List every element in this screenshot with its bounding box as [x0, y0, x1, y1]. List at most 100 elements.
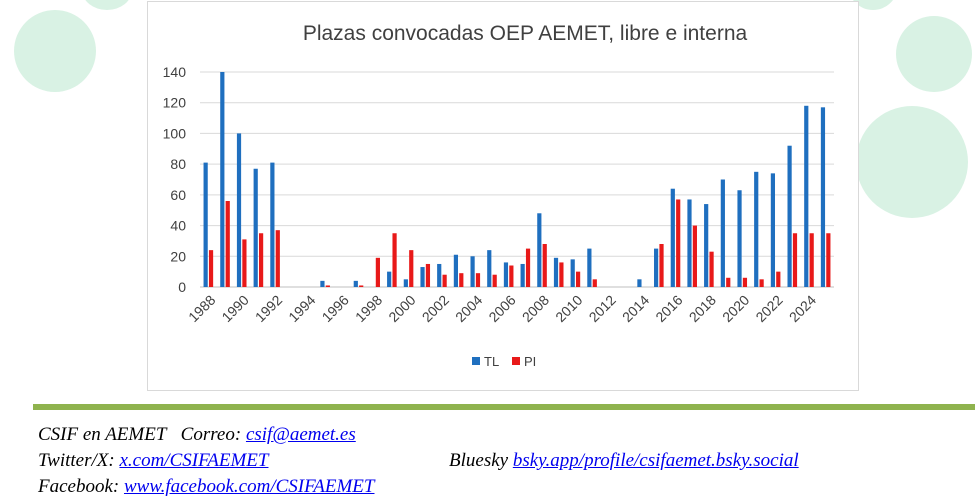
bar-tl-2020 — [737, 190, 742, 287]
x-tick-label: 2014 — [619, 292, 652, 325]
footer-divider — [33, 404, 975, 410]
x-tick-label: 1992 — [252, 292, 285, 325]
twitter-label: Twitter/X: — [38, 450, 115, 471]
bar-tl-1991 — [253, 168, 258, 287]
bar-pi-2006 — [509, 265, 514, 287]
bar-pi-2019 — [726, 277, 731, 287]
x-tick-label: 1994 — [285, 292, 318, 325]
facebook-label: Facebook: — [38, 476, 120, 497]
bar-pi-2001 — [425, 263, 431, 287]
y-tick-label: 60 — [170, 187, 186, 203]
footer-line-bluesky: Bluesky bsky.app/profile/csifaemet.bsky.… — [449, 450, 799, 472]
decorative-circle — [14, 10, 96, 92]
x-tick-label: 2018 — [686, 292, 719, 325]
bar-tl-2004 — [470, 256, 475, 287]
bar-pi-2016 — [676, 199, 681, 287]
bar-tl-1997 — [353, 280, 358, 287]
bar-tl-2011 — [587, 248, 592, 287]
bar-pi-2010 — [575, 271, 581, 287]
x-tick-label: 2024 — [786, 292, 819, 325]
decorative-circle — [896, 16, 972, 92]
x-tick-label: 2008 — [519, 292, 552, 325]
bar-pi-2000 — [409, 250, 414, 287]
y-tick-label: 120 — [163, 95, 187, 111]
bar-pi-2020 — [742, 277, 748, 287]
bar-tl-1999 — [387, 271, 392, 287]
bar-pi-2017 — [692, 225, 697, 287]
x-tick-label: 2020 — [719, 292, 752, 325]
email-label: Correo: — [180, 424, 242, 445]
footer-line-facebook: Facebook: www.facebook.com/CSIFAEMET — [38, 476, 374, 498]
x-tick-label: 1996 — [319, 292, 352, 325]
twitter-link[interactable]: x.com/CSIFAEMET — [119, 450, 269, 471]
decorative-circle — [82, 0, 132, 10]
bar-tl-2008 — [537, 213, 542, 287]
bar-tl-2024 — [804, 105, 809, 288]
bluesky-label: Bluesky — [449, 450, 509, 471]
x-tick-label: 2002 — [419, 292, 452, 325]
bar-tl-2006 — [503, 262, 509, 287]
bar-tl-2021 — [754, 171, 759, 287]
bar-tl-1988 — [203, 162, 208, 287]
bar-tl-2000 — [403, 279, 408, 287]
x-tick-label: 1988 — [185, 292, 218, 325]
bar-pi-2018 — [709, 251, 714, 287]
bar-pi-2022 — [776, 271, 781, 287]
bar-pi-2023 — [792, 233, 798, 287]
bar-pi-1992 — [275, 230, 280, 287]
legend-swatch-tl — [472, 357, 480, 365]
x-tick-label: 2012 — [586, 292, 619, 325]
x-tick-label: 1998 — [352, 292, 385, 325]
x-tick-label: 2004 — [452, 292, 485, 325]
bar-pi-2015 — [659, 244, 664, 287]
bar-pi-2011 — [592, 279, 597, 287]
bar-pi-2007 — [525, 248, 531, 287]
bar-pi-1988 — [208, 250, 214, 287]
bar-tl-2018 — [704, 204, 709, 287]
bar-tl-2009 — [553, 257, 559, 287]
bar-tl-1995 — [320, 280, 325, 287]
bar-tl-2005 — [487, 250, 492, 287]
email-link[interactable]: csif@aemet.es — [245, 424, 356, 445]
bar-tl-1992 — [270, 162, 275, 287]
bar-tl-1990 — [236, 133, 242, 287]
bar-pi-1995 — [325, 285, 330, 287]
bar-tl-2001 — [420, 267, 425, 287]
bar-pi-2003 — [459, 273, 464, 287]
x-tick-label: 2000 — [385, 292, 418, 325]
bar-pi-1998 — [375, 257, 380, 287]
y-tick-label: 100 — [163, 125, 187, 141]
chart-title: Plazas convocadas OEP AEMET, libre e int… — [303, 22, 748, 45]
facebook-link[interactable]: www.facebook.com/CSIFAEMET — [123, 476, 375, 497]
y-tick-label: 80 — [170, 156, 186, 172]
footer-line-twitter: Twitter/X: x.com/CSIFAEMET — [38, 450, 268, 472]
y-tick-label: 40 — [170, 218, 186, 234]
bar-pi-2009 — [559, 262, 564, 287]
bar-pi-1991 — [258, 233, 264, 287]
bar-tl-2015 — [654, 248, 659, 287]
bar-pi-1999 — [392, 233, 397, 287]
bar-pi-2008 — [542, 244, 547, 287]
x-tick-label: 2010 — [552, 292, 585, 325]
bar-pi-2021 — [759, 279, 764, 287]
x-tick-label: 1990 — [218, 292, 251, 325]
bluesky-link[interactable]: bsky.app/profile/csifaemet.bsky.social — [512, 450, 799, 471]
bar-tl-2016 — [670, 188, 675, 287]
x-tick-label: 2022 — [752, 292, 785, 325]
org-name: CSIF en AEMET — [38, 424, 167, 445]
bar-pi-2004 — [475, 273, 481, 287]
y-tick-label: 140 — [163, 64, 187, 80]
bar-tl-2019 — [720, 179, 725, 287]
bar-chart: Plazas convocadas OEP AEMET, libre e int… — [163, 22, 834, 369]
bar-tl-2014 — [637, 279, 642, 287]
legend-swatch-pi — [512, 357, 520, 365]
y-tick-label: 0 — [178, 279, 186, 295]
decorative-circle — [848, 0, 898, 10]
footer-line-contact: CSIF en AEMET Correo: csif@aemet.es — [38, 424, 356, 446]
bar-tl-2010 — [570, 259, 575, 287]
bar-pi-1989 — [225, 201, 230, 287]
chart-card: Plazas convocadas OEP AEMET, libre e int… — [147, 1, 859, 391]
bar-tl-2002 — [437, 263, 442, 287]
decorative-circle — [856, 106, 968, 218]
bar-tl-2017 — [687, 199, 692, 287]
